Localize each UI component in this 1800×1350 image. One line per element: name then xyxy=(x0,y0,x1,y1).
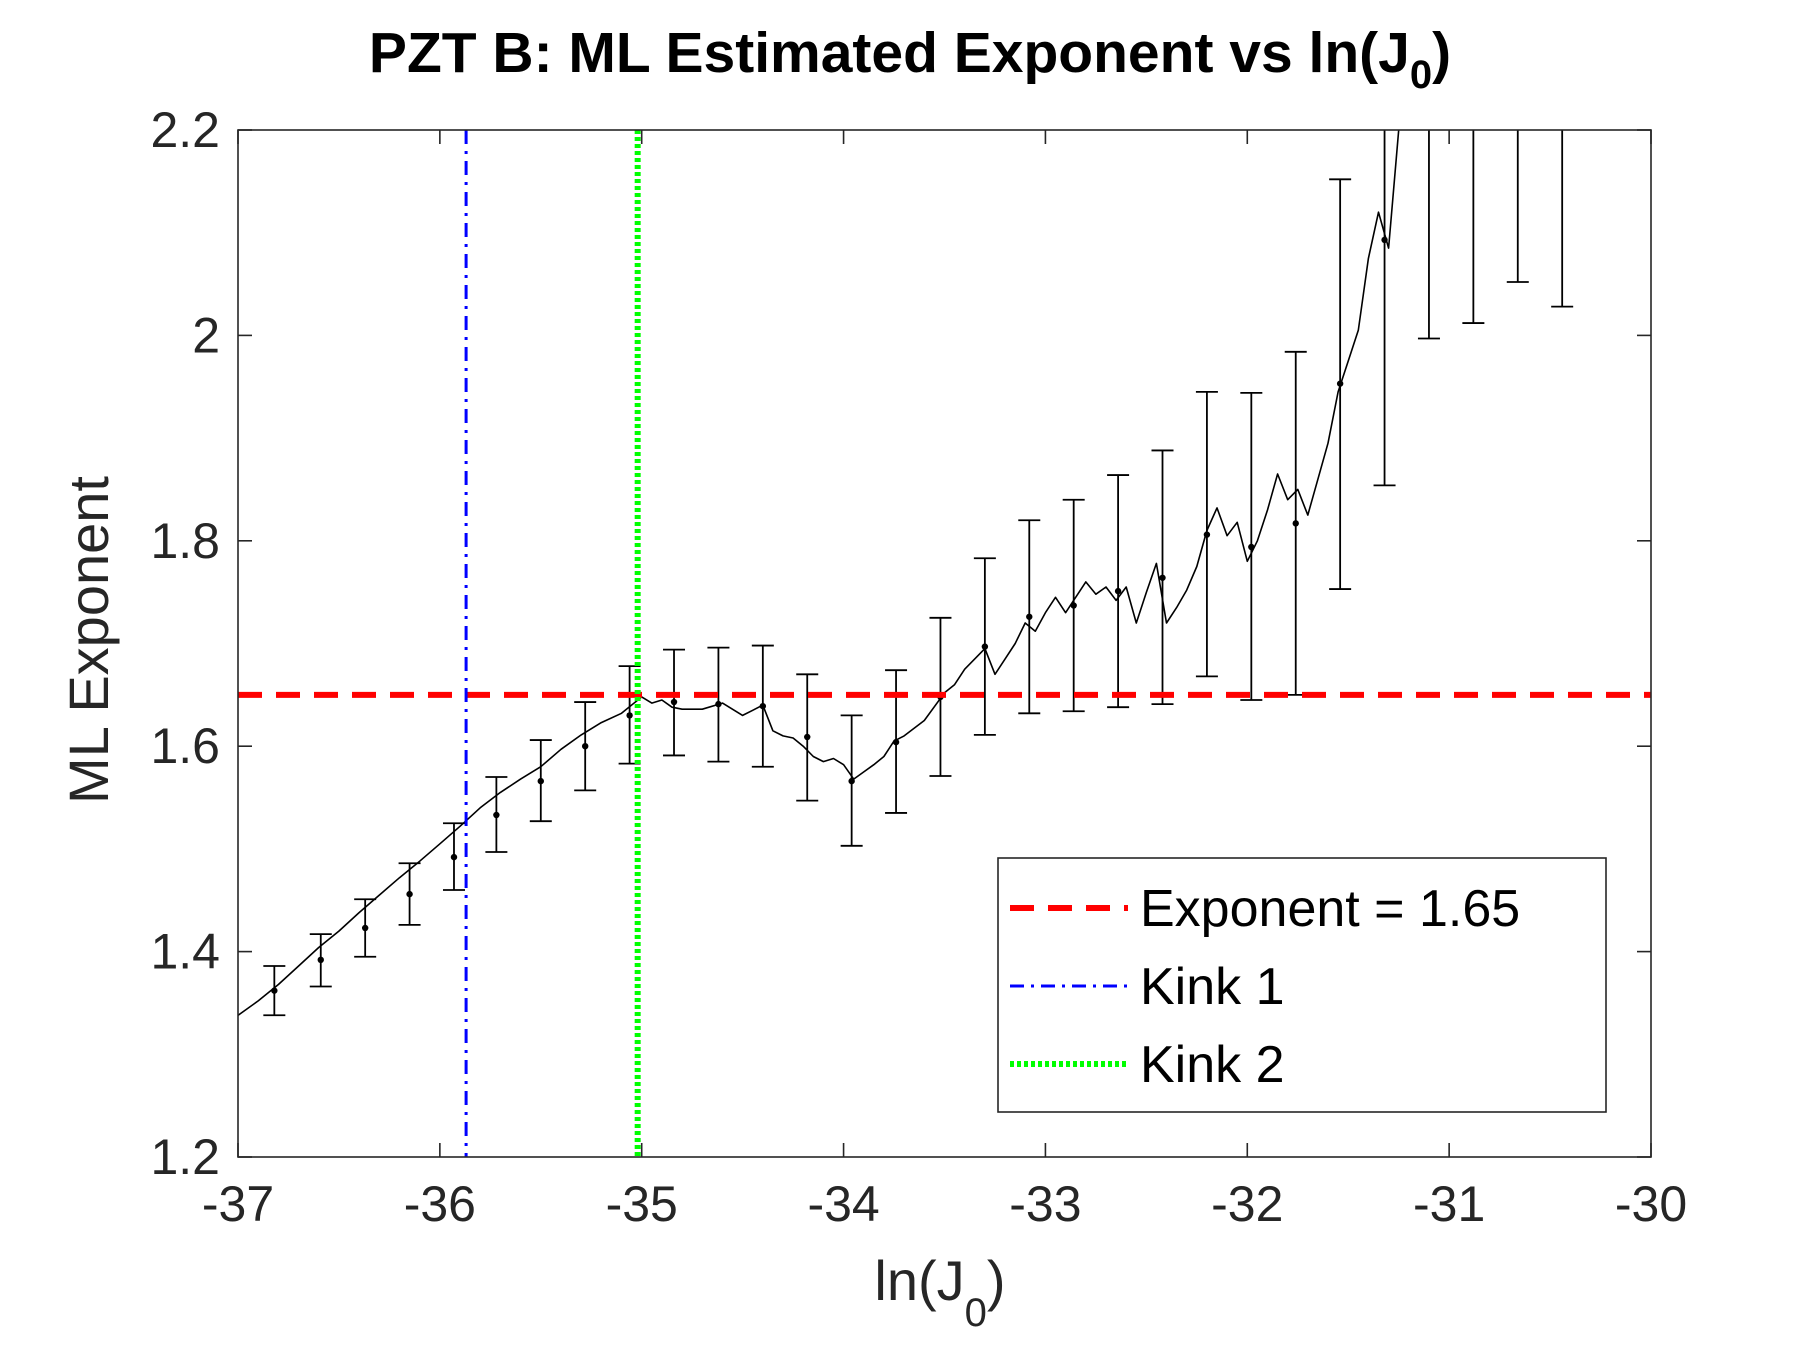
data-point xyxy=(1336,380,1344,387)
y-tick-label: 1.6 xyxy=(150,718,220,774)
x-axis-label-subscript: 0 xyxy=(965,1291,987,1335)
data-point xyxy=(317,956,324,964)
data-point xyxy=(670,698,678,706)
data-point xyxy=(848,777,855,785)
x-tick-label: -32 xyxy=(1211,1176,1283,1232)
data-point xyxy=(1203,531,1211,538)
x-tick-label: -33 xyxy=(1009,1176,1081,1232)
legend-label: Exponent = 1.65 xyxy=(1140,880,1520,938)
data-point xyxy=(1114,587,1122,595)
x-tick-label: -35 xyxy=(606,1176,678,1232)
y-axis-label: ML Exponent xyxy=(57,476,120,804)
data-point xyxy=(361,924,369,932)
plot-area: -37 -36 -35 -34 -33 -32 -31 -30 1.2 1.4 1.6 1.8 2 2.2 xyxy=(150,102,1687,1232)
legend-label: Kink 1 xyxy=(1140,958,1285,1016)
data-point xyxy=(892,738,900,746)
series-line xyxy=(238,130,1400,1016)
chart-title-close: ) xyxy=(1432,21,1451,85)
data-point xyxy=(406,890,413,898)
legend-box xyxy=(997,857,1607,1113)
data-point xyxy=(1248,543,1255,551)
x-axis-label-main: ln(J xyxy=(874,1249,964,1312)
data-point xyxy=(1381,236,1388,244)
data-point xyxy=(581,743,589,750)
data-point xyxy=(493,811,500,819)
chart-title: PZT B: ML Estimated Exponent vs ln(J0) xyxy=(369,21,1451,97)
data-point xyxy=(450,853,458,861)
data-point xyxy=(271,987,278,994)
plot-content xyxy=(238,130,1651,1157)
y-tick-label: 1.8 xyxy=(150,513,220,569)
x-tick-label: -34 xyxy=(807,1176,879,1232)
data-point xyxy=(759,702,767,710)
x-tick-label: -36 xyxy=(404,1176,476,1232)
x-tick-label: -31 xyxy=(1413,1176,1485,1232)
data-point xyxy=(1070,602,1077,609)
data-point xyxy=(1159,574,1166,581)
chart-title-main: PZT B: ML Estimated Exponent vs ln(J xyxy=(369,21,1410,85)
x-tick-label: -37 xyxy=(202,1176,274,1232)
axes-box xyxy=(237,129,1652,1158)
data-point xyxy=(804,733,811,741)
y-tick-label: 2 xyxy=(192,307,220,363)
data-point xyxy=(1292,520,1299,527)
legend-label: Kink 2 xyxy=(1140,1036,1285,1094)
data-point xyxy=(1026,613,1033,620)
x-axis-label: ln(J0) xyxy=(874,1249,1005,1335)
chart-title-subscript: 0 xyxy=(1410,53,1432,97)
x-axis-label-close: ) xyxy=(987,1249,1006,1312)
y-tick-label: 2.2 xyxy=(150,102,220,158)
y-tick-label: 1.4 xyxy=(150,924,220,980)
data-point xyxy=(715,700,722,708)
data-point xyxy=(626,712,633,719)
x-tick-label: -30 xyxy=(1615,1176,1687,1232)
data-point xyxy=(537,777,544,785)
data-point xyxy=(981,643,989,650)
y-tick-label: 1.2 xyxy=(150,1129,220,1185)
legend: Exponent = 1.65 Kink 1 Kink 2 xyxy=(997,857,1607,1113)
